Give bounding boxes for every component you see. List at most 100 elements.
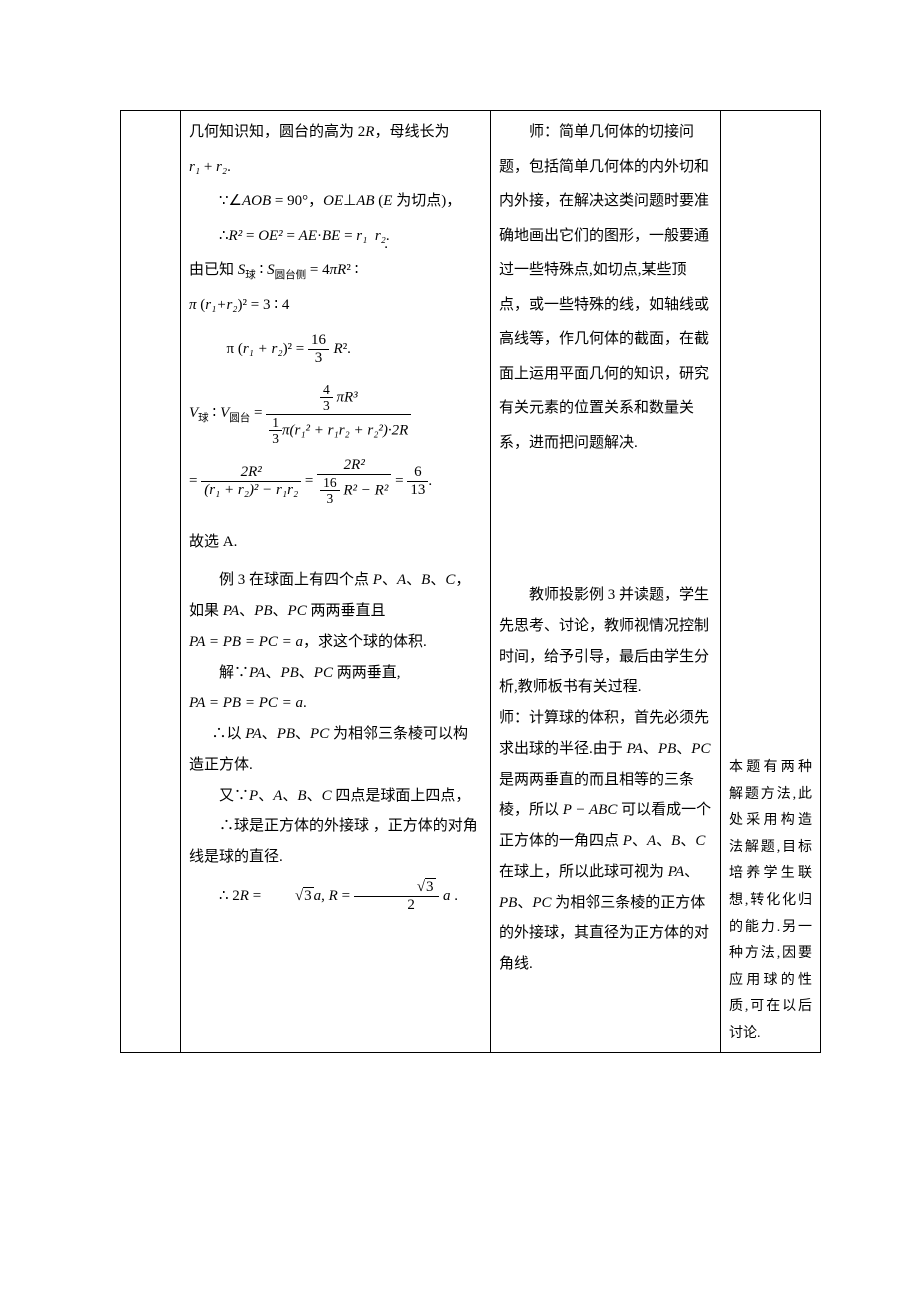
t: 由已知 [189,262,238,278]
sym: r₁ [189,159,200,175]
left-margin-cell [121,111,181,1053]
eq2: V球 ∶ V圆台 = 43 πR³ 13π(r₁² + r₁r₂ + r₂²)·… [189,382,482,447]
sym: BE [322,228,340,244]
t: = [283,228,299,244]
p4: 由已知 S球 ∶ S圆台侧 = 4πR² ∶ π (r₁+r₂)² = 3 ∶ … [189,253,482,322]
s: PB [254,603,272,619]
t: 例 3 在球面上有四个点 [219,572,373,588]
s: PC [691,741,710,757]
s: PA [223,603,239,619]
n: 16 [320,475,340,492]
sym: R [337,262,346,278]
p3: ∴R² = OE² = AE·BE = r₁ r₂. [189,219,482,254]
d: 3 [269,431,282,447]
t: ∴以 [212,726,246,742]
n: 1 [269,415,282,432]
s: B [671,833,680,849]
s: PA [627,741,643,757]
s: PC [532,895,551,911]
note-gap [729,115,812,755]
s: PB [277,726,295,742]
sym: V [189,405,198,421]
sol1: 解∵PA、PB、PC 两两垂直, PA = PB = PC = a. [189,658,482,720]
teacher-note-2: 教师投影例 3 并读题，学生先思考、讨论，教师视情况控制时间，给予引导，最后由学… [499,580,712,703]
s: a [443,888,451,904]
d: 3 [320,491,340,507]
sol2: ∴以 PA、PB、PC 为相邻三条棱可以构造正方体. [189,719,482,781]
n: 4 [320,382,333,399]
example3: 例 3 在球面上有四个点 P、A、B、C，如果 PA、PB、PC 两两垂直且 P… [189,565,482,657]
s: R [329,888,338,904]
t: 又∵ [219,788,249,804]
s: C [322,788,332,804]
right-cell: 师：简单几何体的切接问题，包括简单几何体的内外切和内外接，在解决这类问题时要准确… [491,111,721,1053]
t: 为相邻三条棱的正方体的外接球，其直径为正方体的对角线. [499,895,709,973]
d: 2 [354,897,439,914]
t: 师：计算球的体积，首先必须先求出球的半径.由于 [499,710,709,757]
s: B [421,572,430,588]
s: P [249,788,258,804]
p2: ∵∠AOB = 90°，OE⊥AB (E 为切点)， [189,184,482,219]
teacher-note-1: 师：简单几何体的切接问题，包括简单几何体的内外切和内外接，在解决这类问题时要准确… [499,115,712,460]
teacher-note-3: 师：计算球的体积，首先必须先求出球的半径.由于 PA、PB、PC 是两两垂直的而… [499,703,712,980]
t: 解∵ [219,665,249,681]
t: ⊥ [343,193,356,209]
n: 2R² [201,464,301,482]
layout-table: 几何知识知，圆台的高为 2R，母线长为 r₁ + r₂. ∵∠AOB = 90°… [120,110,821,1053]
s: PA [245,726,261,742]
d: 13 [407,482,428,499]
t: )² = [283,341,308,357]
t: 在球上，所以此球可视为 [499,864,668,880]
sym: OE [323,193,343,209]
s: PC [314,665,333,681]
s: PC [310,726,329,742]
rad: 3 [425,878,436,895]
n: 2R² [317,457,391,475]
eq3: = 2R²(r₁ + r₂)² − r₁r₂ = 2R²163 R² − R² … [189,457,482,507]
p8: 故选 A. [189,525,482,560]
s: PA [668,864,684,880]
s: PB [499,895,517,911]
gap [499,460,712,580]
t: 四点是球面上四点， [332,788,471,804]
sub: 球 [198,413,209,424]
sym: AOB [242,193,271,209]
sym: r₂ [216,159,227,175]
side-note: 本题有两种解题方法,此处采用构造法解题,目标培养学生联想,转化化归的能力.另一种… [729,755,812,1048]
eq1: π (r₁ + r₂)² = 163R². [189,332,482,368]
s: PB [280,665,298,681]
sym: r₁ + r₂ [243,341,283,357]
t: = [338,888,354,904]
page: 几何知识知，圆台的高为 2R，母线长为 r₁ + r₂. ∵∠AOB = 90°… [0,0,920,1093]
sol3: 又∵P、A、B、C 四点是球面上四点， [189,781,482,812]
t: ∴ [219,228,229,244]
sym: V [220,405,229,421]
s: C [695,833,705,849]
sub: 圆台侧 [275,270,307,281]
sym: R² [229,228,243,244]
sym: r₁+r₂ [205,297,237,313]
t: ∴ 2 [219,888,240,904]
sym: AE [299,228,317,244]
s: PB [658,741,676,757]
t: 几何知识知，圆台的高为 2 [189,124,365,140]
s: B [297,788,306,804]
n: 6 [407,464,428,482]
s: P − ABC [563,802,618,818]
d: (r₁ + r₂)² − r₁r₂ [201,482,301,499]
t: ∶ [209,405,220,421]
s: A [273,788,282,804]
sol4: ∴球是正方体的外接球 ，正方体的对角线是球的直径. [189,811,482,873]
sym: S [267,262,275,278]
t: = [249,888,265,904]
s: P [373,572,382,588]
den: 3 [308,350,329,367]
final-eq: ∴ 2R = 3a, R = 32a . [189,879,482,915]
t: 两两垂直, [333,665,401,681]
s: PA [249,665,265,681]
sym: AB [356,193,374,209]
s: R [240,888,249,904]
s: PC [288,603,307,619]
sub: 球 [245,270,256,281]
t: . [303,695,307,711]
